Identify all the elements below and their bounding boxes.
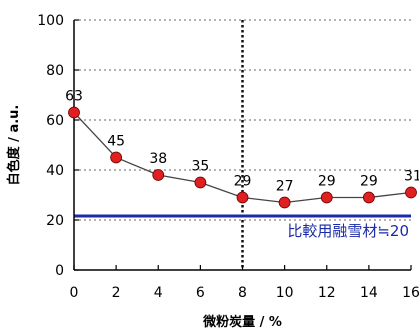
data-label-14: 29 — [360, 174, 378, 190]
y-tick-label-20: 20 — [46, 213, 64, 229]
x-tick-label-0: 0 — [70, 285, 79, 301]
data-point-12 — [320, 191, 333, 204]
data-point-10 — [278, 196, 291, 209]
axes — [73, 19, 412, 271]
data-label-16: 31 — [404, 169, 419, 185]
data-label-0: 63 — [65, 89, 83, 105]
reference-line-label: 比較用融雪材≒20 — [287, 222, 409, 240]
data-point-8 — [236, 191, 249, 204]
x-tick-label-4: 4 — [154, 285, 163, 301]
data-point-6 — [194, 176, 207, 189]
y-tick-label-60: 60 — [46, 113, 64, 129]
data-label-2: 45 — [107, 134, 125, 150]
data-label-12: 29 — [318, 174, 336, 190]
data-point-14 — [362, 191, 375, 204]
y-tick-label-80: 80 — [46, 63, 64, 79]
data-label-8: 29 — [234, 174, 252, 190]
x-tick-label-16: 16 — [402, 285, 419, 301]
data-point-0 — [68, 106, 80, 119]
data-label-6: 35 — [191, 159, 209, 175]
data-point-16 — [405, 186, 417, 199]
x-tick-labels: 0 2 4 6 8 10 12 14 16 — [70, 285, 419, 301]
x-tick-label-12: 12 — [318, 285, 336, 301]
data-label-10: 27 — [276, 179, 294, 195]
x-tick-label-14: 14 — [360, 285, 378, 301]
x-tick-label-10: 10 — [276, 285, 294, 301]
data-point-2 — [110, 151, 123, 164]
y-tick-label-0: 0 — [55, 263, 64, 279]
x-tick-label-8: 8 — [238, 285, 247, 301]
y-axis-title: 白色度 / a.u. — [6, 105, 22, 186]
y-tick-labels: 0 20 40 60 80 100 — [37, 13, 64, 279]
series: 63 45 38 35 29 27 29 29 31 — [65, 89, 419, 209]
data-label-4: 38 — [149, 151, 167, 167]
x-axis-title: 微粉炭量 / % — [202, 314, 282, 330]
x-tick-label-6: 6 — [196, 285, 205, 301]
data-point-4 — [152, 169, 165, 181]
y-tick-label-40: 40 — [46, 163, 64, 179]
x-tick-label-2: 2 — [112, 285, 121, 301]
gridlines — [74, 19, 411, 221]
y-tick-label-100: 100 — [37, 13, 64, 29]
